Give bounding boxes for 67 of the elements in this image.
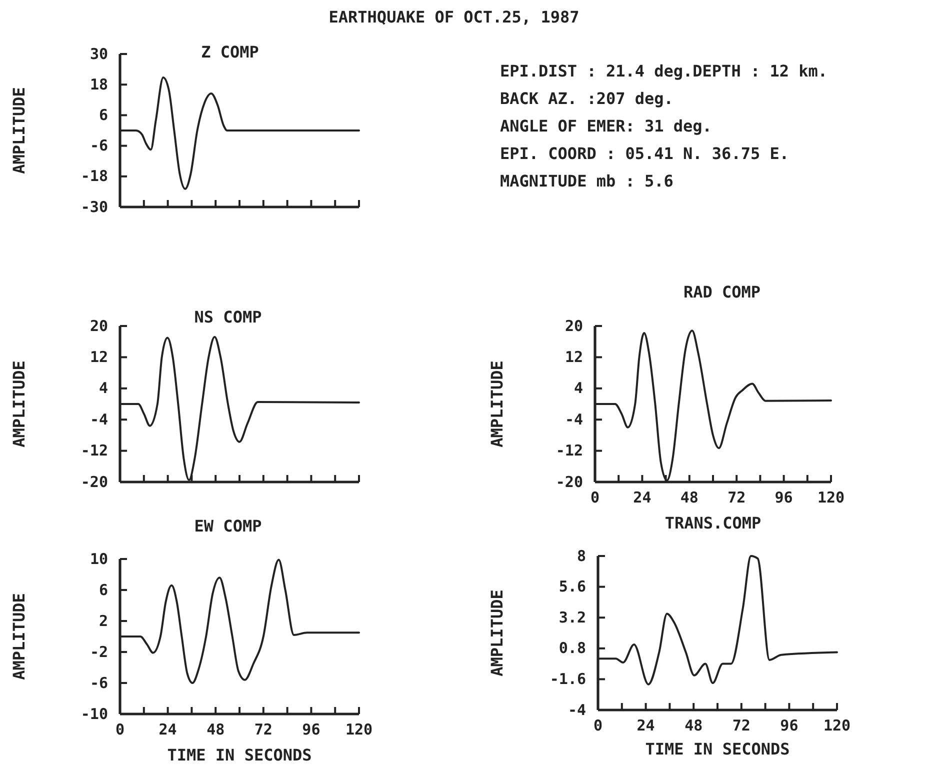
- x-tick-label: 120: [817, 488, 845, 507]
- y-tick-label: 2: [98, 612, 108, 630]
- y-tick-label: -12: [80, 442, 108, 460]
- chart-title: RAD COMP: [683, 282, 761, 302]
- x-tick-label: 48: [684, 716, 703, 735]
- y-tick-label: -1.6: [550, 670, 586, 688]
- y-tick-label: 20: [90, 316, 108, 335]
- y-tick-label: 5.6: [558, 578, 586, 596]
- x-tick-label: 24: [633, 488, 652, 507]
- x-tick-label: 24: [636, 716, 655, 735]
- x-axis-title: TIME IN SECONDS: [645, 739, 790, 758]
- y-tick-label: 20: [564, 316, 583, 335]
- chart-title: TRANS.COMP: [664, 513, 762, 532]
- x-tick-label: 72: [732, 716, 750, 735]
- y-tick-label: 3.2: [558, 608, 586, 626]
- y-tick-label: -10: [80, 704, 108, 723]
- y-axis-title: AMPLITUDE: [487, 360, 506, 448]
- y-tick-label: 10: [90, 550, 108, 568]
- y-tick-label: -4: [568, 700, 586, 719]
- y-axis-title: AMPLITUDE: [9, 593, 28, 680]
- chart-title: NS COMP: [194, 307, 262, 326]
- text: EPI.DIST : 21.4 deg.DEPTH : 12 km.: [500, 61, 828, 80]
- x-tick-label: 24: [158, 720, 177, 739]
- x-tick-label: 72: [728, 488, 746, 507]
- line-series: [594, 330, 832, 482]
- y-tick-label: 4: [574, 379, 583, 398]
- y-tick-label: 30: [90, 44, 108, 63]
- x-tick-label: 96: [774, 488, 793, 507]
- y-tick-label: 4: [98, 379, 108, 398]
- text: ANGLE OF EMER: 31 deg.: [500, 116, 712, 136]
- y-tick-label: -20: [556, 472, 583, 491]
- text: EPI. COORD : 05.41 N. 36.75 E.: [500, 144, 789, 163]
- x-tick-label: 120: [823, 716, 851, 735]
- chart-title: EW COMP: [194, 516, 262, 536]
- y-tick-label: -4: [564, 410, 583, 428]
- y-tick-label: 0.8: [558, 639, 586, 658]
- y-tick-label: 8: [576, 546, 586, 565]
- y-tick-label: -30: [80, 198, 108, 216]
- x-tick-label: 96: [780, 716, 798, 735]
- y-tick-label: 6: [98, 106, 108, 124]
- x-axis-title: TIME IN SECONDS: [167, 745, 312, 764]
- y-tick-label: -2: [90, 642, 108, 661]
- y-tick-label: -20: [80, 472, 108, 491]
- y-axis-title: AMPLITUDE: [9, 360, 28, 448]
- y-tick-label: 12: [564, 348, 583, 366]
- chart-title: Z COMP: [201, 42, 259, 62]
- x-tick-label: 48: [680, 488, 698, 507]
- y-tick-label: 6: [98, 580, 108, 599]
- x-tick-label: 0: [590, 488, 600, 507]
- x-tick-label: 48: [206, 720, 225, 739]
- text: EARTHQUAKE OF OCT.25, 1987: [328, 7, 580, 26]
- y-tick-label: -6: [90, 674, 108, 692]
- y-axis-title: AMPLITUDE: [487, 590, 506, 676]
- x-tick-label: 72: [254, 720, 272, 739]
- y-tick-label: -18: [80, 167, 108, 186]
- x-tick-label: 0: [115, 720, 125, 739]
- y-tick-label: -4: [90, 410, 108, 428]
- y-tick-label: -6: [90, 136, 108, 155]
- text: BACK AZ. :207 deg.: [500, 88, 674, 108]
- x-tick-label: 120: [345, 720, 373, 739]
- x-tick-label: 0: [593, 716, 603, 735]
- y-tick-label: 12: [90, 348, 108, 366]
- y-axis-title: AMPLITUDE: [9, 87, 28, 174]
- x-tick-label: 96: [302, 720, 320, 739]
- y-tick-label: 18: [90, 75, 108, 94]
- y-tick-label: -12: [556, 442, 583, 460]
- text: MAGNITUDE mb : 5.6: [500, 171, 674, 190]
